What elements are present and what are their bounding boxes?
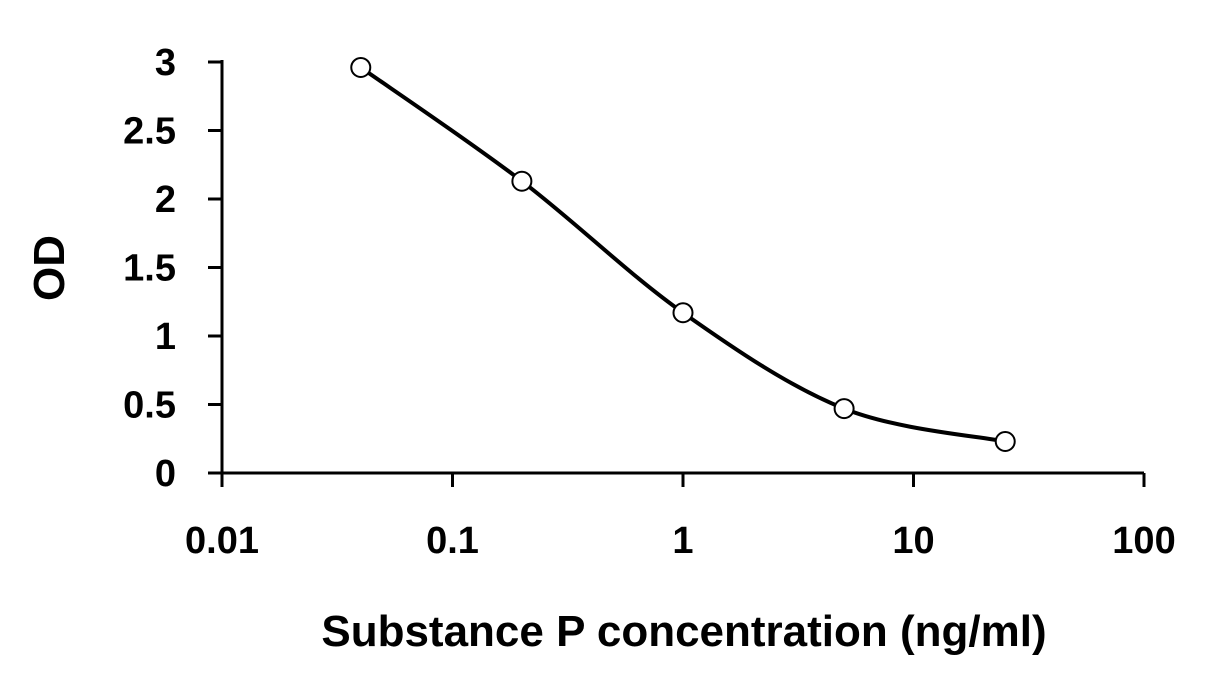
y-tick-label: 2.5 [123, 111, 176, 153]
x-tick-label: 100 [1112, 520, 1175, 562]
axes [220, 60, 1144, 475]
x-tick-label: 0.01 [185, 520, 259, 562]
data-point [833, 398, 855, 420]
data-point [511, 170, 533, 192]
y-tick-label: 2 [155, 179, 176, 221]
data-point [350, 56, 372, 78]
data-point [994, 430, 1016, 452]
markers-layer [350, 56, 1016, 452]
x-axis-title: Substance P concentration (ng/ml) [321, 607, 1046, 656]
fitted-curve [358, 65, 1008, 444]
y-tick-label: 0.5 [123, 385, 176, 427]
y-tick-label: 0 [155, 453, 176, 495]
y-tick-label: 1 [155, 316, 176, 358]
y-tick-label: 1.5 [123, 248, 176, 290]
x-tick-label: 1 [672, 520, 693, 562]
y-axis-title: OD [25, 235, 74, 301]
x-tick-label: 0.1 [426, 520, 479, 562]
tick-labels: 0 0.5 1 1.5 2 2.5 3 0.01 0.1 1 10 100 [123, 42, 1176, 562]
ticks [208, 60, 1146, 487]
data-point [672, 302, 694, 324]
x-tick-label: 10 [892, 520, 934, 562]
y-tick-label: 3 [155, 42, 176, 84]
curve-layer [358, 65, 1008, 444]
